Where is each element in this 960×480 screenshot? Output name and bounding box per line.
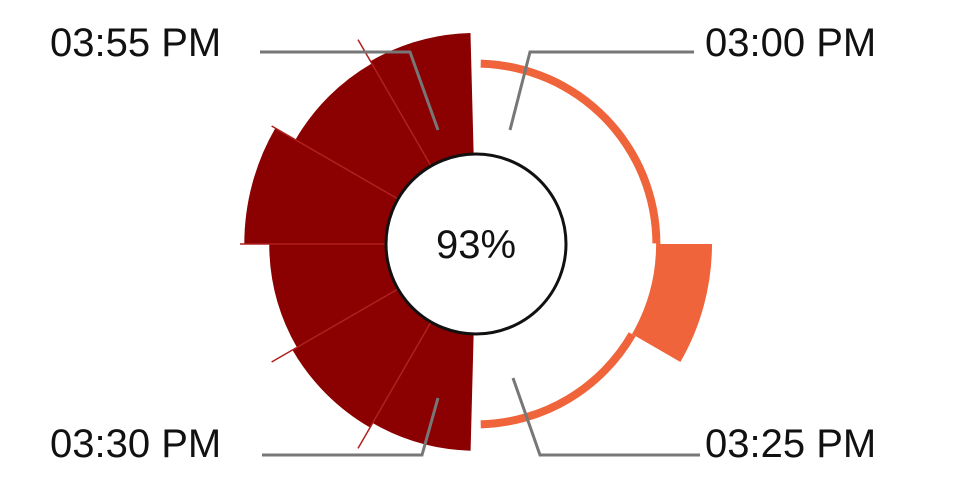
segment-separator-50 (271, 125, 399, 200)
segment-inner-mask-0 (478, 67, 653, 245)
segment-second-50-55 (295, 63, 431, 200)
segment-second-40-45 (269, 244, 399, 348)
leader-line-tl (260, 50, 440, 131)
segment-second-45-50 (244, 128, 399, 244)
segment-second-35-40 (292, 289, 431, 428)
time-label-bl: 03:30 PM (50, 422, 221, 466)
time-label-br: 03:25 PM (705, 422, 876, 466)
center-circle (384, 152, 568, 336)
leader-line-bl (262, 397, 440, 457)
leader-line-br (511, 377, 700, 457)
segment-separator-40 (271, 288, 399, 363)
segment-second-30-35 (372, 321, 474, 451)
separators-group (240, 39, 432, 449)
time-label-tl: 03:55 PM (50, 21, 221, 65)
center-percentage: 93% (436, 223, 516, 267)
leader-line-tr (508, 50, 694, 131)
time-label-tr: 03:00 PM (705, 21, 876, 65)
segment-second-55-60 (370, 33, 474, 167)
segment-separator-35 (357, 321, 432, 449)
segment-inner-mask-15 (553, 243, 657, 335)
segment-separator-55 (357, 39, 432, 167)
